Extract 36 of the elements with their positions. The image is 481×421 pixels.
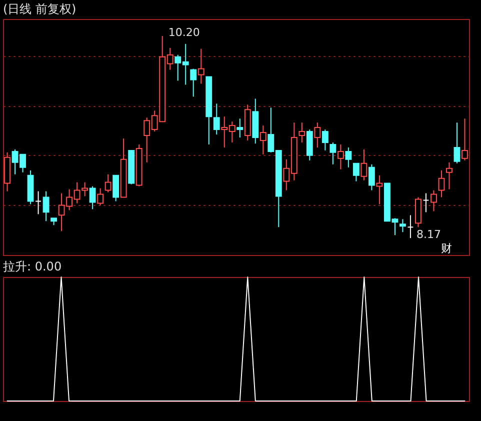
annotation: 8.17 bbox=[416, 228, 441, 242]
candlestick bbox=[35, 190, 42, 215]
candlestick bbox=[415, 196, 422, 228]
candlestick bbox=[337, 144, 344, 170]
candlestick bbox=[368, 164, 375, 191]
candlestick bbox=[446, 162, 452, 190]
candlestick bbox=[112, 174, 120, 202]
candlestick bbox=[314, 122, 321, 148]
candlestick bbox=[407, 214, 414, 239]
candlestick bbox=[330, 142, 336, 165]
annotation: 10.20 bbox=[168, 26, 200, 39]
candlestick bbox=[298, 122, 306, 143]
candlestick bbox=[306, 129, 313, 161]
candlestick bbox=[236, 118, 244, 138]
candlestick bbox=[89, 186, 96, 210]
candlestick bbox=[345, 146, 352, 168]
annotation: 财 bbox=[441, 242, 452, 255]
chart-title: 拉升: 0.00 bbox=[3, 260, 62, 274]
candlestick bbox=[42, 190, 50, 222]
candlestick bbox=[430, 190, 437, 212]
chart-title: (日线 前复权) bbox=[3, 2, 76, 16]
candlestick bbox=[104, 174, 112, 193]
candlestick bbox=[352, 162, 360, 182]
candlestick bbox=[360, 148, 368, 181]
candlestick bbox=[260, 125, 266, 155]
candlestick bbox=[454, 122, 460, 164]
candlestick bbox=[213, 103, 220, 136]
candlestick bbox=[399, 218, 406, 233]
candlestick bbox=[438, 170, 445, 198]
candlestick bbox=[190, 68, 197, 98]
candlestick bbox=[322, 129, 328, 151]
candlestick bbox=[462, 118, 468, 161]
candlestick bbox=[422, 192, 430, 213]
candlestick bbox=[376, 174, 383, 205]
candlestick bbox=[97, 188, 104, 206]
candlestick bbox=[198, 48, 204, 84]
